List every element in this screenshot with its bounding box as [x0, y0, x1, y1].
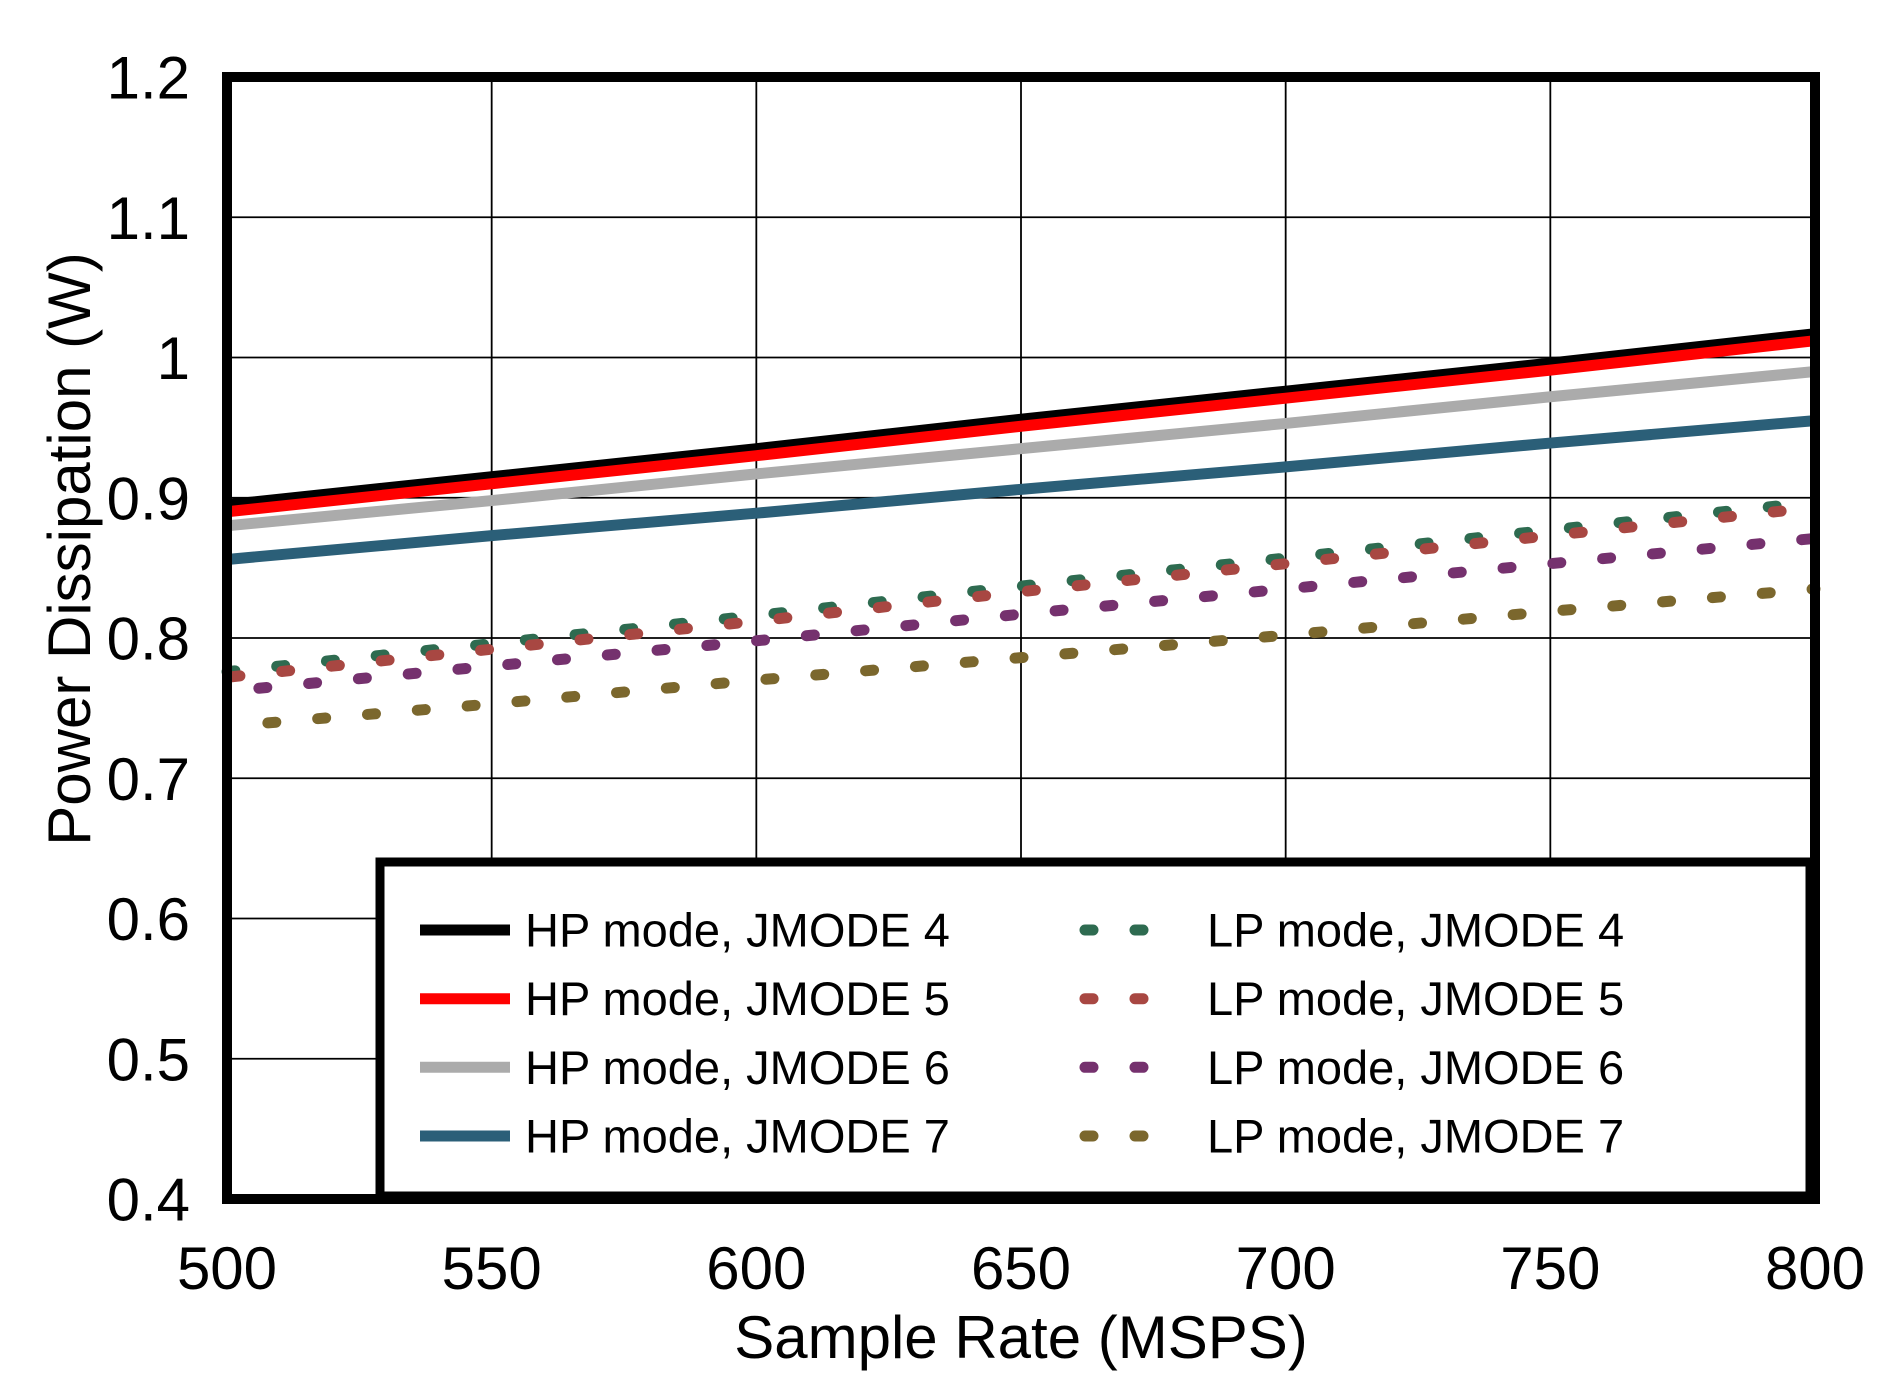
- series-line-6: [221, 502, 1821, 683]
- y-tick-label: 1.2: [107, 45, 190, 112]
- x-tick-label: 700: [1236, 1235, 1336, 1302]
- series-line-5: [221, 496, 1821, 678]
- x-axis-title: Sample Rate (MSPS): [734, 1304, 1308, 1371]
- y-tick-label: 0.9: [107, 465, 190, 532]
- y-tick-label: 0.4: [107, 1167, 190, 1234]
- y-tick-label: 1: [157, 325, 190, 392]
- series-lines: [221, 328, 1821, 732]
- series-line-8: [221, 583, 1821, 732]
- series-line-3: [226, 366, 1816, 532]
- series-line-1: [226, 328, 1816, 511]
- legend-label-5: LP mode, JMODE 4: [1207, 904, 1624, 957]
- legend-label-6: LP mode, JMODE 5: [1207, 972, 1624, 1025]
- legend-label-7: LP mode, JMODE 6: [1207, 1041, 1624, 1094]
- legend-label-1: HP mode, JMODE 4: [525, 904, 950, 957]
- y-tick-label: 0.5: [107, 1026, 190, 1093]
- y-tick-labels: 0.4 0.5 0.6 0.7 0.8 0.9 1 1.1 1.2: [107, 45, 190, 1234]
- y-tick-label: 0.6: [107, 886, 190, 953]
- legend-label-2: HP mode, JMODE 5: [525, 972, 950, 1025]
- series-line-4: [226, 415, 1816, 565]
- axes-frame: [222, 72, 1820, 1204]
- x-tick-label: 600: [706, 1235, 806, 1302]
- x-tick-label: 800: [1765, 1235, 1865, 1302]
- x-tick-label: 650: [971, 1235, 1071, 1302]
- legend-label-8: LP mode, JMODE 7: [1207, 1110, 1624, 1163]
- x-tick-labels: 500 550 600 650 700 750 800: [177, 1235, 1865, 1302]
- x-tick-label: 750: [1500, 1235, 1600, 1302]
- legend: HP mode, JMODE 4 HP mode, JMODE 5 HP mode,…: [375, 857, 1815, 1201]
- x-tick-label: 500: [177, 1235, 277, 1302]
- series-line-2: [226, 335, 1816, 518]
- y-tick-label: 1.1: [107, 185, 190, 252]
- y-tick-label: 0.8: [107, 606, 190, 673]
- series-line-7: [221, 532, 1821, 697]
- x-tick-label: 550: [442, 1235, 542, 1302]
- plot-border: [222, 72, 1820, 1204]
- y-tick-label: 0.7: [107, 746, 190, 813]
- y-axis-title: Power Dissipation (W): [36, 252, 103, 845]
- legend-label-3: HP mode, JMODE 6: [525, 1041, 950, 1094]
- legend-label-4: HP mode, JMODE 7: [525, 1110, 950, 1163]
